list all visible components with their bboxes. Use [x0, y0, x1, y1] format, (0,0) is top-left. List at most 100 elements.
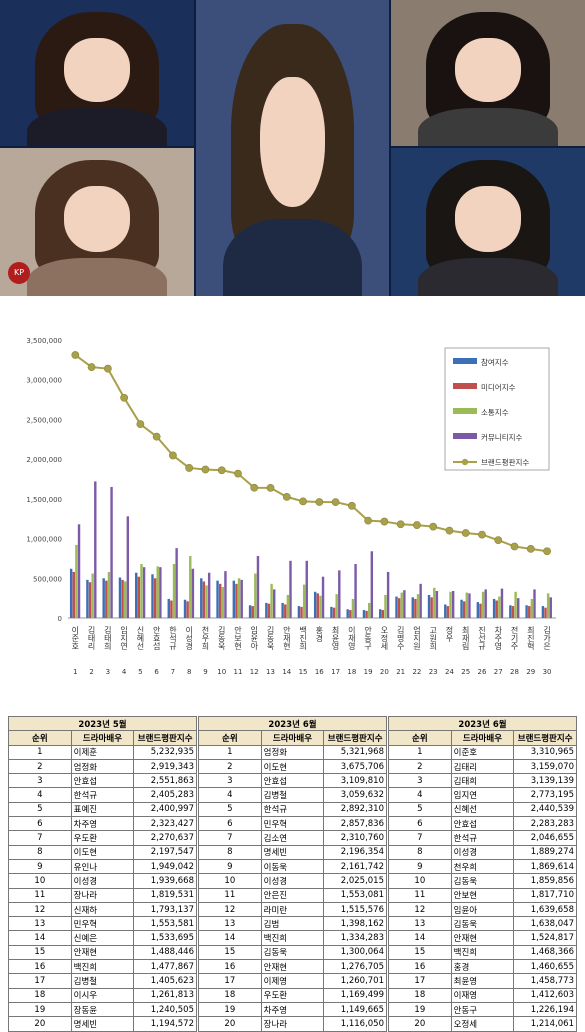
actor-name-cell: 유인나	[70, 858, 135, 875]
rank-cell: 8	[8, 844, 72, 860]
index-value-cell: 1,405,623	[133, 973, 197, 989]
actor-name-cell: 김범	[260, 916, 325, 932]
bar-4	[94, 481, 97, 618]
bar-2	[349, 610, 352, 618]
index-value-cell: 5,321,968	[323, 744, 387, 760]
table-row: 9 이동욱 2,161,742	[198, 858, 387, 875]
x-rank-label: 29	[526, 668, 535, 676]
x-category-label: 김동욱	[217, 625, 226, 651]
rank-cell: 17	[388, 973, 452, 989]
rank-cell: 1	[8, 744, 72, 760]
bar-2	[170, 600, 173, 618]
index-value-cell: 1,488,446	[133, 944, 197, 961]
x-category-label: 김태리	[87, 625, 96, 651]
bar-3	[237, 578, 241, 618]
bar-2	[300, 606, 303, 618]
actor-name-cell: 한석규	[450, 830, 515, 846]
rank-cell: 16	[388, 959, 452, 975]
actor-name-cell: 차주영	[70, 816, 135, 832]
table-row: 14 신예은 1,533,695	[8, 930, 197, 946]
brand-index-point	[234, 469, 242, 478]
x-category-label: 홍경	[315, 625, 324, 642]
bar-3	[270, 583, 273, 618]
actor-name-cell: 김동욱	[450, 873, 515, 889]
rank-cell: 4	[198, 787, 262, 803]
x-rank-label: 19	[364, 668, 373, 676]
index-value-cell: 1,949,042	[133, 858, 197, 875]
x-category-label: 최진혁	[526, 625, 535, 651]
bar-2	[72, 571, 75, 618]
index-value-cell: 2,270,637	[133, 830, 197, 846]
x-rank-label: 18	[347, 668, 356, 676]
bar-3	[335, 594, 338, 618]
index-value-cell: 1,460,655	[513, 959, 577, 975]
actor-name-cell: 이준호	[450, 744, 515, 760]
rank-cell: 5	[8, 801, 72, 818]
bar-3	[367, 602, 371, 618]
x-category-label: 이성경	[185, 625, 194, 650]
actor-name-cell: 신재하	[70, 901, 135, 918]
photo-actress-bottom-left	[0, 148, 194, 296]
bar-2	[88, 582, 92, 618]
index-value-cell: 1,334,283	[323, 930, 387, 946]
bar-1	[476, 602, 480, 618]
index-value-cell: 1,553,581	[133, 916, 197, 932]
bar-4	[517, 598, 520, 618]
bar-3	[319, 595, 322, 618]
bar-4	[159, 567, 162, 618]
bar-1	[444, 604, 447, 618]
bar-4	[77, 524, 81, 618]
bar-3	[530, 598, 534, 618]
x-category-label: 정우	[445, 625, 454, 643]
table-row: 5 신혜선 2,440,539	[388, 801, 577, 818]
bar-1	[265, 602, 268, 618]
actor-name-cell: 명세빈	[260, 844, 325, 860]
actor-name-cell: 차주영	[260, 1001, 325, 1018]
bar-4	[468, 593, 471, 618]
index-value-cell: 5,232,935	[133, 744, 197, 760]
bar-2	[365, 610, 368, 618]
index-value-cell: 2,440,539	[513, 801, 577, 818]
x-rank-label: 26	[478, 668, 487, 676]
x-rank-label: 8	[187, 668, 191, 676]
x-category-label: 김가은	[542, 625, 551, 650]
table-row: 17 김병철 1,405,623	[8, 973, 197, 989]
bar-1	[183, 599, 187, 618]
table-row: 5 한석규 2,892,310	[198, 801, 387, 818]
table-row: 4 임지연 2,773,195	[388, 787, 577, 803]
bar-2	[251, 606, 254, 618]
table-row: 7 김소연 2,310,760	[198, 830, 387, 846]
index-value-cell: 1,639,658	[513, 901, 577, 918]
x-category-label: 최재림	[461, 625, 470, 650]
actor-name-cell: 장동윤	[70, 1001, 135, 1018]
table-column-header: 순위	[388, 730, 452, 746]
index-value-cell: 3,310,965	[513, 744, 577, 760]
rank-cell: 19	[8, 1001, 72, 1018]
bar-3	[546, 593, 550, 618]
table-row: 13 민우혁 1,553,581	[8, 916, 197, 932]
rank-cell: 11	[198, 887, 262, 903]
ranking-table-june-a: 2023년 6월 순위 드라마배우 브랜드평판지수 1 엄정화 5,321,968 2 이도현 3…	[198, 715, 387, 1032]
bar-1	[362, 610, 366, 618]
brand-index-point	[136, 420, 145, 429]
rank-cell: 19	[198, 1001, 262, 1018]
rank-cell: 11	[388, 887, 452, 903]
brand-reputation-chart: 0 500,000 1,000,000 1,500,000 2,000,000 2,500…	[8, 300, 577, 692]
brand-index-point	[445, 526, 454, 535]
brand-index-point	[526, 544, 535, 553]
bar-1	[118, 577, 122, 618]
brand-index-point	[120, 393, 129, 402]
index-value-cell: 1,226,194	[513, 1001, 577, 1018]
bar-2	[414, 598, 417, 618]
ranking-table-may: 2023년 5월 순위 드라마배우 브랜드평판지수 1 이제훈 5,232,935 2 엄정화 2…	[8, 715, 197, 1032]
rank-cell: 7	[198, 830, 262, 846]
x-rank-label: 14	[282, 668, 291, 676]
bar-1	[86, 579, 89, 618]
actor-name-cell: 엄정화	[70, 758, 135, 775]
brand-index-point	[461, 529, 470, 537]
actor-name-cell: 신예은	[70, 930, 135, 946]
actor-name-cell: 이성경	[260, 873, 325, 889]
bar-3	[172, 563, 176, 618]
bar-2	[316, 593, 319, 618]
bar-2	[267, 603, 271, 618]
